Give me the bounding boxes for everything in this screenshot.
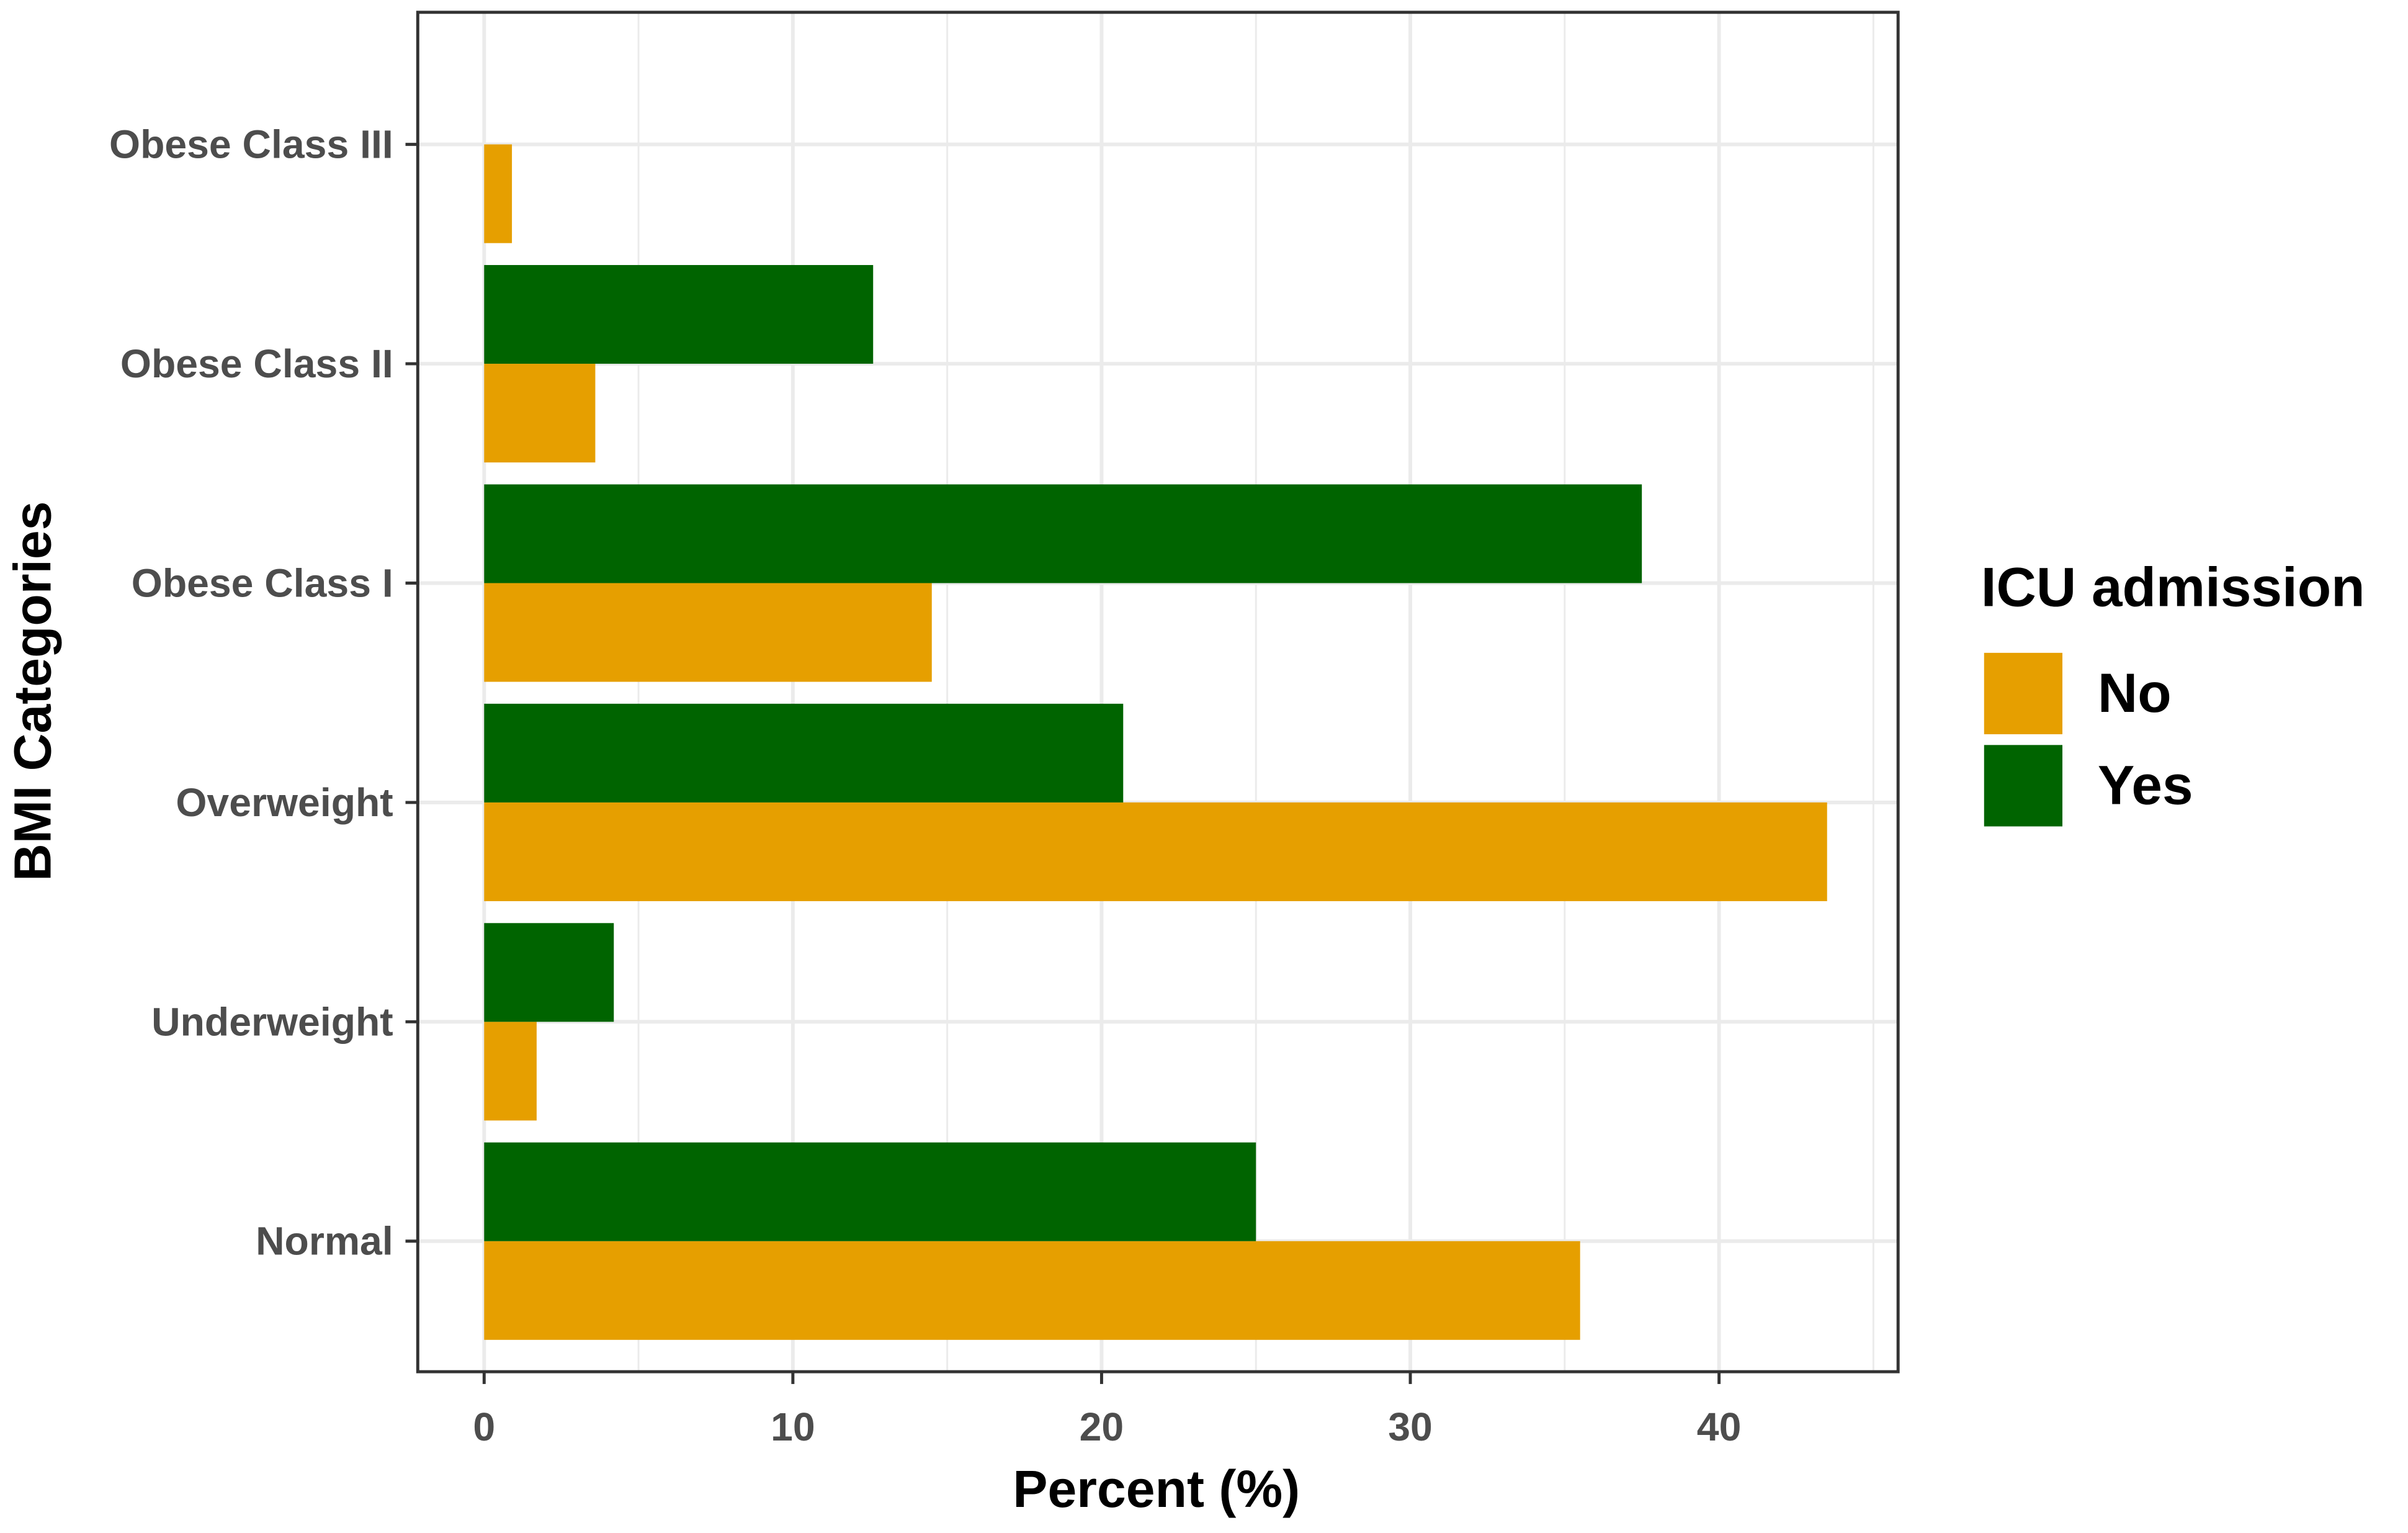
bar <box>484 1241 1580 1340</box>
y-tick-label: Obese Class II <box>120 341 393 386</box>
bar <box>484 583 932 682</box>
bar <box>484 484 1642 583</box>
y-tick-label: Obese Class III <box>109 122 393 167</box>
legend-key <box>1984 652 2062 735</box>
y-tick-label: Underweight <box>151 999 393 1044</box>
bar <box>484 1142 1256 1241</box>
legend-label: No <box>2098 662 2172 724</box>
bar <box>484 1022 537 1121</box>
y-axis-label: BMI Categories <box>4 501 62 881</box>
panel-border <box>416 11 1900 1373</box>
y-tick-label: Normal <box>256 1219 393 1264</box>
x-tick-label: 0 <box>473 1405 495 1449</box>
x-tick-label: 40 <box>1697 1405 1742 1449</box>
legend-key <box>1984 745 2062 827</box>
y-tick-label: Obese Class I <box>132 560 393 605</box>
x-axis-label: Percent (%) <box>1013 1460 1300 1518</box>
y-tick-label: Overweight <box>176 780 393 825</box>
legend-title: ICU admission <box>1981 555 2365 618</box>
x-tick-label: 10 <box>771 1405 815 1449</box>
bar <box>484 923 614 1022</box>
bar <box>484 364 596 463</box>
x-tick-label: 30 <box>1388 1405 1433 1449</box>
bar <box>484 265 874 364</box>
x-tick-label: 20 <box>1080 1405 1124 1449</box>
legend-label: Yes <box>2098 754 2193 816</box>
bar <box>484 703 1124 802</box>
bar <box>484 802 1827 901</box>
bar <box>484 144 512 243</box>
